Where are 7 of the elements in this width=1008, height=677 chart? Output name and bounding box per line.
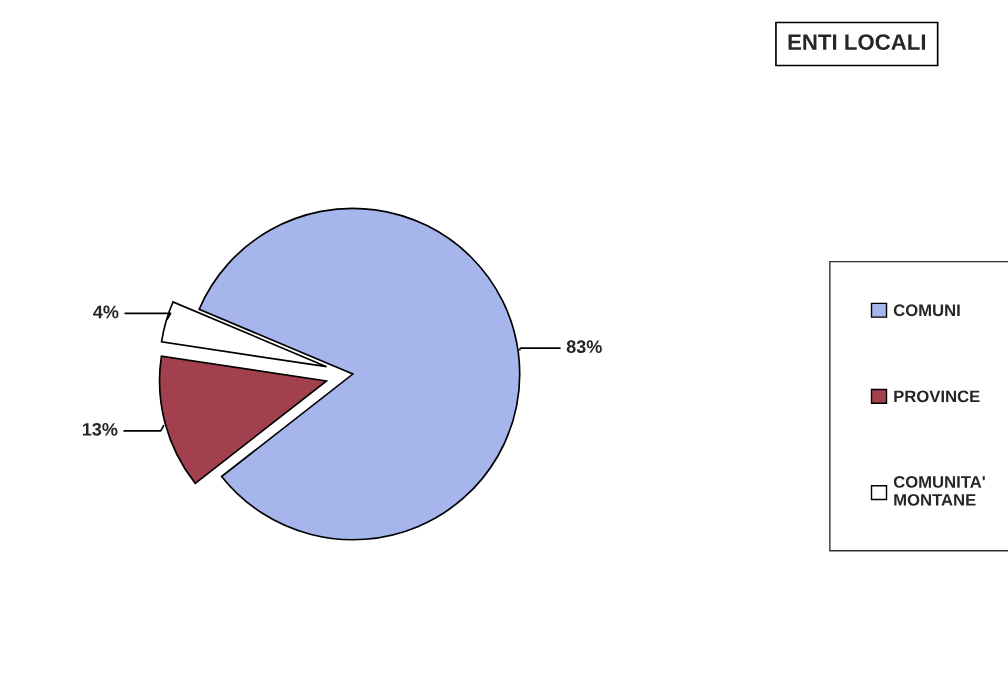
data-label: 4%	[93, 305, 119, 319]
legend-label: PROVINCE	[894, 390, 980, 403]
data-label: 83%	[566, 340, 602, 354]
legend-label: COMUNITA' MONTANE	[893, 476, 985, 506]
data-label: 13%	[82, 422, 118, 436]
legend-label: COMUNI	[893, 304, 960, 317]
chart-title: ENTI LOCALI	[788, 34, 926, 50]
